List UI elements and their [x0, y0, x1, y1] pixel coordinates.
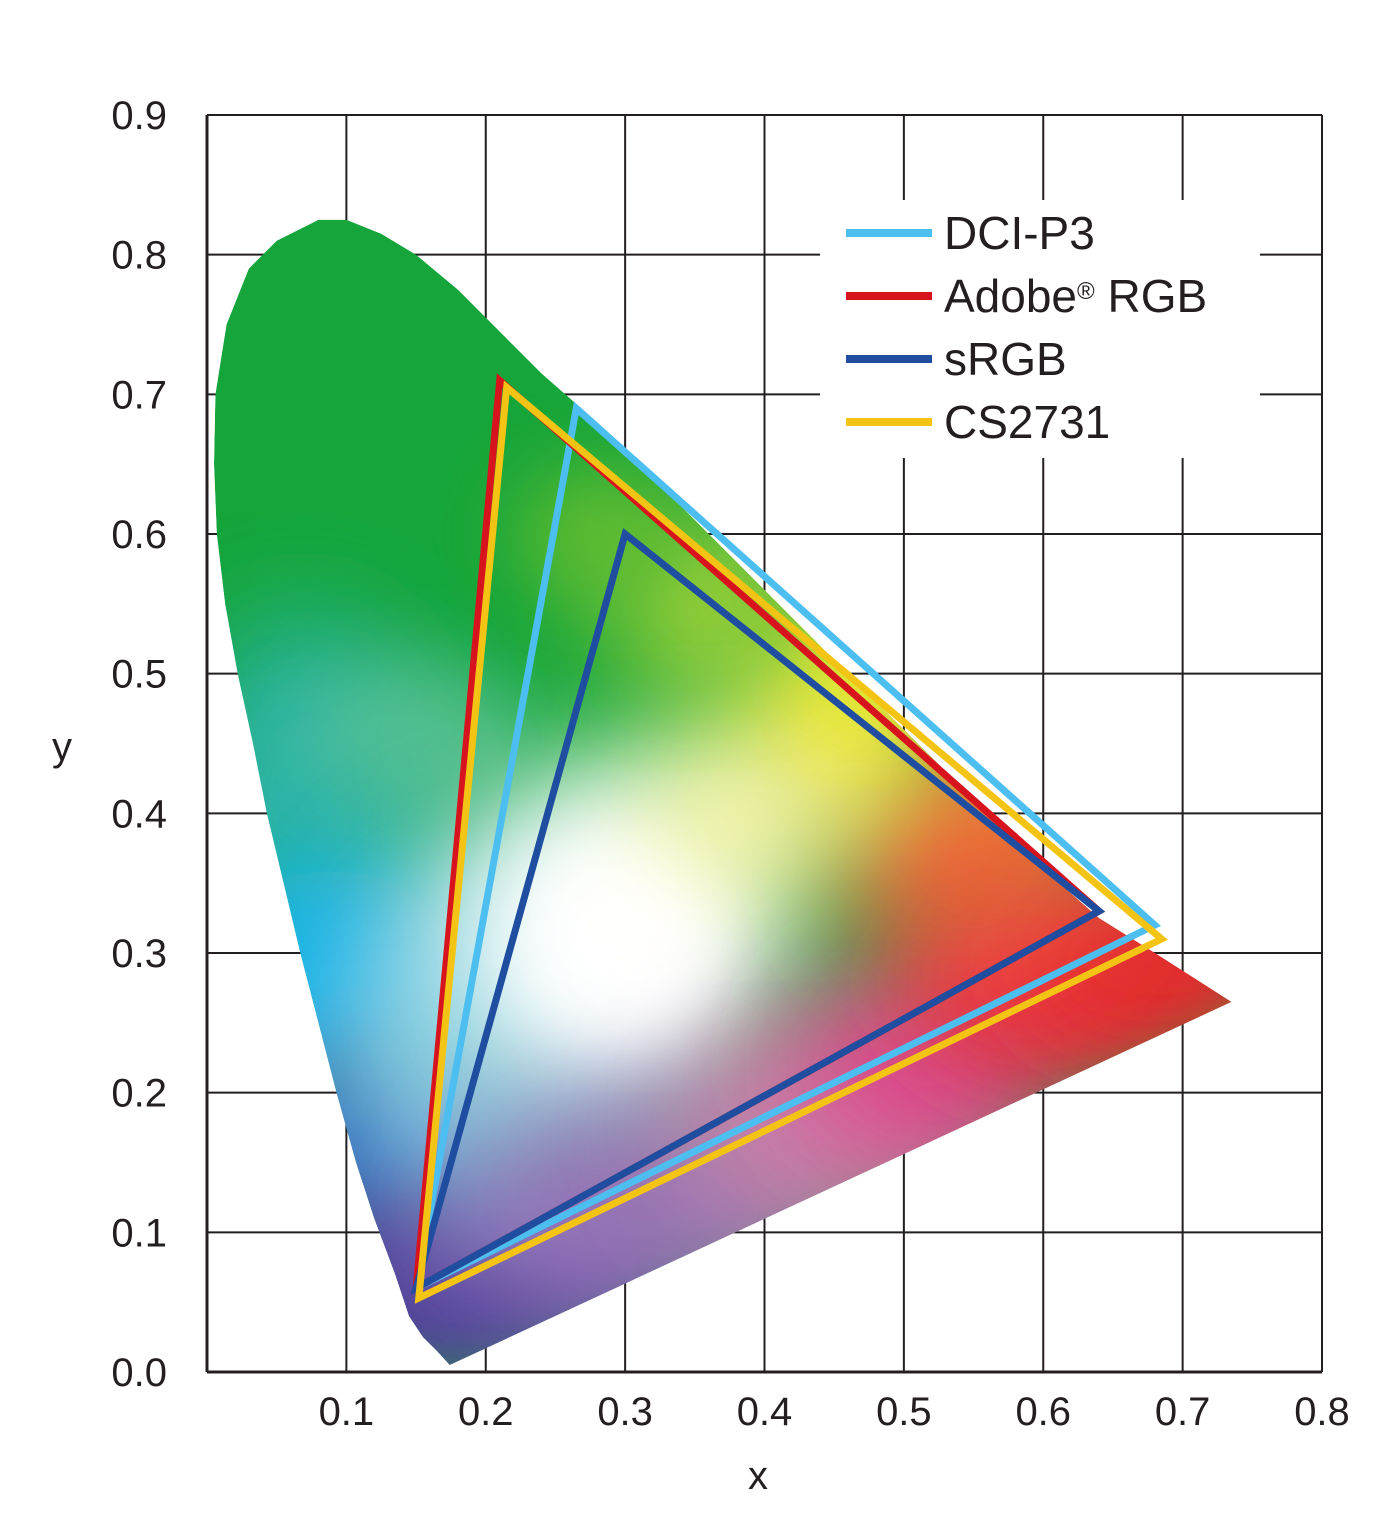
y-axis-title: y: [52, 725, 72, 769]
y-tick-label: 0.7: [111, 373, 167, 417]
color-field-blob: [555, 883, 695, 1023]
y-tick-label: 0.6: [111, 513, 167, 557]
legend-background: [820, 200, 1260, 458]
gamut-srgb: [410, 527, 1106, 1296]
legend-label: Adobe® RGB: [944, 270, 1207, 322]
x-tick-label: 0.5: [876, 1390, 932, 1434]
y-tick-label: 0.4: [111, 792, 167, 836]
gamut-dci-p3: [411, 401, 1162, 1295]
x-tick-label: 0.6: [1015, 1390, 1071, 1434]
color-field-blob: [639, 729, 835, 898]
y-tick-label: 0.5: [111, 653, 167, 697]
legend-label: DCI-P3: [944, 207, 1095, 259]
y-tick-label: 0.8: [111, 234, 167, 278]
y-tick-label: 0.3: [111, 932, 167, 976]
legend-label: sRGB: [944, 333, 1067, 385]
x-tick-label: 0.2: [458, 1390, 514, 1434]
x-axis-title: x: [748, 1454, 768, 1498]
y-tick-label: 0.2: [111, 1072, 167, 1116]
x-tick-label: 0.8: [1294, 1390, 1350, 1434]
x-tick-labels: 0.1 0.2 0.3 0.4 0.5 0.6 0.7 0.8: [319, 1390, 1350, 1434]
gamut-cs2731: [414, 380, 1169, 1304]
x-tick-label: 0.3: [597, 1390, 653, 1434]
y-tick-label: 0.9: [111, 94, 167, 138]
x-tick-label: 0.1: [319, 1390, 375, 1434]
registered-mark: ®: [1077, 278, 1095, 305]
color-field-blob: [304, 659, 528, 800]
y-tick-label: 0.0: [111, 1351, 167, 1395]
y-tick-label: 0.1: [111, 1211, 167, 1255]
gamut-triangles: [410, 373, 1169, 1304]
y-tick-labels: 0.0 0.1 0.2 0.3 0.4 0.5 0.6 0.7 0.8 0.9: [111, 94, 167, 1395]
x-tick-label: 0.4: [737, 1390, 793, 1434]
legend-label: CS2731: [944, 396, 1110, 448]
color-field-blob: [513, 464, 681, 604]
legend: DCI-P3 Adobe® RGB sRGB CS2731: [820, 200, 1260, 458]
x-tick-label: 0.7: [1155, 1390, 1211, 1434]
